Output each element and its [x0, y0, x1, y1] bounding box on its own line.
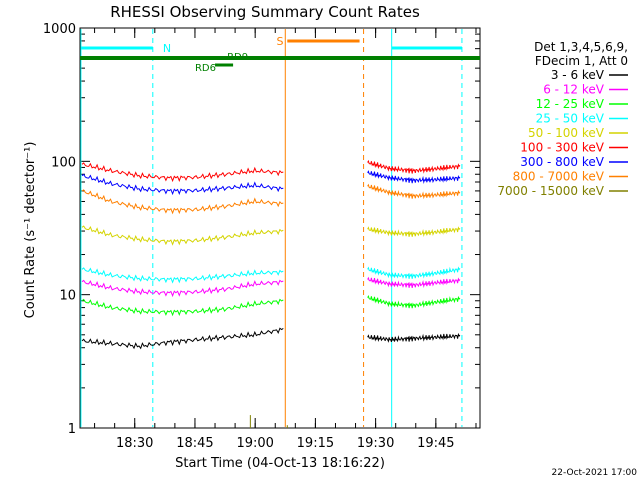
legend-entry: 300 - 800 keV	[520, 155, 604, 169]
series-line	[367, 266, 461, 279]
legend-entry: 3 - 6 keV	[551, 68, 605, 82]
legend: Det 1,3,4,5,6,9,FDecim 1, Att 03 - 6 keV…	[497, 40, 628, 198]
x-tick-label: 19:00	[236, 436, 273, 451]
series-line	[367, 332, 461, 343]
legend-entry: 25 - 50 keV	[536, 112, 605, 126]
y-axis-label: Count Rate (s⁻¹ detector⁻¹)	[23, 142, 38, 319]
rd9-label: RD9	[227, 52, 248, 63]
rd6-label: RD6	[195, 63, 216, 74]
y-tick-label: 1	[68, 422, 76, 437]
legend-entry: 50 - 100 keV	[528, 126, 605, 140]
plot-frame	[79, 27, 481, 429]
series-line	[367, 159, 461, 174]
series-line	[81, 298, 284, 317]
chart-title: RHESSI Observing Summary Count Rates	[110, 3, 420, 21]
legend-header: FDecim 1, Att 0	[535, 54, 628, 68]
x-tick-label: 19:30	[357, 436, 394, 451]
series-line	[81, 189, 284, 215]
y-tick-label: 10	[59, 289, 76, 304]
legend-header: Det 1,3,4,5,6,9,	[534, 40, 628, 54]
series-line	[81, 162, 284, 183]
x-tick-label: 18:45	[176, 436, 213, 451]
y-tick-label: 1000	[43, 22, 76, 37]
series-line	[367, 170, 461, 184]
series-line	[81, 225, 284, 246]
series-line	[367, 183, 461, 200]
x-tick-label: 18:30	[116, 436, 153, 451]
footer-date: 22-Oct-2021 17:00	[552, 468, 638, 478]
x-tick-label: 19:45	[417, 436, 454, 451]
y-tick-label: 100	[51, 155, 76, 170]
x-tick-label: 19:15	[297, 436, 334, 451]
series-line	[81, 279, 284, 298]
series-line	[81, 327, 284, 350]
legend-entry: 6 - 12 keV	[543, 83, 605, 97]
series-line	[81, 173, 284, 196]
legend-entry: 100 - 300 keV	[520, 141, 604, 155]
series-line	[81, 267, 284, 284]
plot-area: 1 10 100 1000 18:30 18:45 19:00 19:15 19:30 19:45…	[43, 22, 481, 451]
series-line	[367, 294, 461, 309]
legend-entry: 7000 - 15000 keV	[497, 184, 604, 198]
series-line	[367, 226, 461, 238]
night-label: N	[163, 42, 171, 55]
x-axis-label: Start Time (04-Oct-13 18:16:22)	[175, 456, 385, 471]
saa-label: S	[276, 35, 283, 48]
legend-entry: 800 - 7000 keV	[513, 170, 605, 184]
series-line	[367, 276, 461, 288]
legend-entry: 12 - 25 keV	[536, 97, 605, 111]
